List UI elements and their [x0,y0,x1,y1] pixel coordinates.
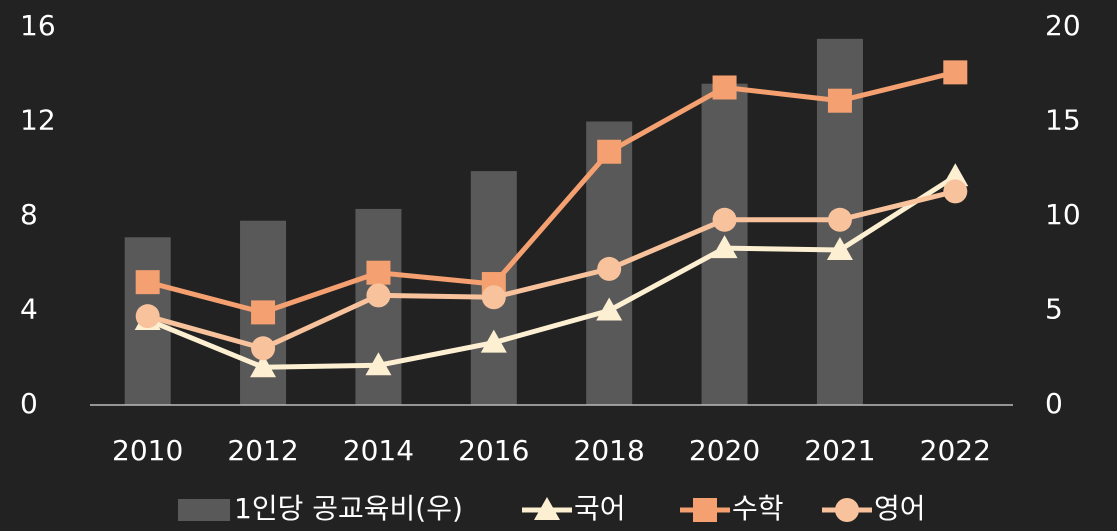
marker [596,297,623,321]
marker [365,352,392,376]
line [146,174,957,370]
marker [942,163,969,187]
marker [943,179,968,204]
marker [826,237,853,261]
y2-tick-label: 20 [1045,9,1081,42]
marker [712,207,737,232]
x-tick-label: 2020 [689,434,760,467]
y-tick-label: 12 [20,104,56,137]
marker [943,60,968,85]
legend-marker [693,498,717,522]
marker [481,285,506,310]
marker [366,260,391,285]
legend-swatch [178,499,230,521]
line [147,189,956,351]
y2-tick-label: 0 [1045,387,1063,420]
line [147,69,956,316]
marker [366,283,391,308]
marker [827,207,852,232]
y2-tick-label: 15 [1045,104,1081,137]
y2-tick-label: 5 [1045,293,1063,326]
marker [827,88,852,113]
x-tick-label: 2016 [458,434,529,467]
x-tick-label: 2018 [574,434,645,467]
legend-label: 1인당 공교육비(우) [234,492,463,525]
x-tick-label: 2022 [920,434,991,467]
legend-label: 국어 [574,492,626,525]
marker [480,329,507,353]
x-tick-label: 2012 [227,434,298,467]
legend-label: 수학 [732,492,784,525]
x-tick-label: 2021 [804,434,875,467]
legend-label: 영어 [874,492,926,525]
legend-marker [835,498,859,522]
legend-marker [534,497,560,520]
x-tick-label: 2014 [343,434,414,467]
y-tick-label: 4 [20,293,38,326]
marker [251,300,276,325]
marker [711,235,738,259]
marker [597,139,622,164]
marker [251,336,276,361]
marker [597,256,622,281]
y-tick-label: 0 [20,387,38,420]
marker [712,75,737,100]
y-tick-label: 16 [20,9,56,42]
marker [135,270,160,295]
y2-tick-label: 10 [1045,198,1081,231]
marker [135,304,160,329]
marker [250,354,277,378]
y-tick-label: 8 [20,198,38,231]
x-tick-label: 2010 [112,434,183,467]
